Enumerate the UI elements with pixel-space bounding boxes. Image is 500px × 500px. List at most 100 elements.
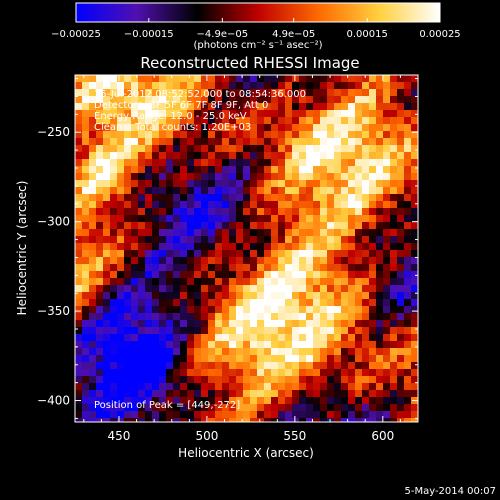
heatmap-cell <box>341 341 349 349</box>
heatmap-cell <box>131 82 139 90</box>
heatmap-cell <box>341 390 349 398</box>
heatmap-cell <box>187 390 195 398</box>
heatmap-cell <box>145 264 153 272</box>
heatmap-cell <box>131 383 139 391</box>
heatmap-cell <box>355 138 363 146</box>
heatmap-cell <box>82 194 90 202</box>
heatmap-cell <box>75 208 83 216</box>
heatmap-cell <box>376 376 384 384</box>
heatmap-cell <box>159 404 167 412</box>
heatmap-cell <box>348 264 356 272</box>
heatmap-cell <box>117 327 125 335</box>
heatmap-cell <box>131 376 139 384</box>
colorbar-tick-label: −4.9e−05 <box>197 29 249 40</box>
heatmap-cell <box>187 376 195 384</box>
heatmap-cell <box>222 411 230 419</box>
heatmap-cell <box>250 173 258 181</box>
heatmap-cell <box>299 152 307 160</box>
heatmap-cell <box>383 271 391 279</box>
heatmap-cell <box>390 313 398 321</box>
heatmap-cell <box>397 362 405 370</box>
heatmap-cell <box>264 306 272 314</box>
heatmap-cell <box>194 250 202 258</box>
heatmap-cell <box>82 341 90 349</box>
heatmap-cell <box>285 404 293 412</box>
heatmap-cell <box>313 222 321 230</box>
heatmap-cell <box>327 166 335 174</box>
heatmap-cell <box>194 138 202 146</box>
heatmap-cell <box>103 138 111 146</box>
heatmap-cell <box>355 82 363 90</box>
heatmap-cell <box>292 166 300 174</box>
heatmap-cell <box>285 173 293 181</box>
heatmap-cell <box>411 96 418 104</box>
heatmap-cell <box>264 103 272 111</box>
heatmap-cell <box>362 292 370 300</box>
heatmap-cell <box>257 334 265 342</box>
heatmap-cell <box>264 187 272 195</box>
heatmap-cell <box>194 229 202 237</box>
heatmap-cell <box>180 159 188 167</box>
heatmap-cell <box>341 404 349 412</box>
heatmap-cell <box>159 96 167 104</box>
heatmap-cell <box>159 194 167 202</box>
heatmap-cell <box>411 243 418 251</box>
heatmap-cell <box>376 257 384 265</box>
heatmap-cell <box>271 243 279 251</box>
heatmap-cell <box>334 397 342 405</box>
heatmap-cell <box>201 411 209 419</box>
heatmap-cell <box>103 215 111 223</box>
heatmap-cell <box>89 411 97 419</box>
heatmap-cell <box>397 173 405 181</box>
heatmap-cell <box>229 376 237 384</box>
heatmap-cell <box>390 103 398 111</box>
heatmap-cell <box>257 124 265 132</box>
heatmap-cell <box>306 124 314 132</box>
heatmap-cell <box>117 215 125 223</box>
heatmap-cell <box>250 376 258 384</box>
heatmap-cell <box>369 194 377 202</box>
heatmap-cell <box>292 194 300 202</box>
heatmap-cell <box>327 236 335 244</box>
heatmap-cell <box>264 208 272 216</box>
heatmap-cell <box>250 152 258 160</box>
heatmap-cell <box>285 278 293 286</box>
heatmap-cell <box>243 187 251 195</box>
heatmap-cell <box>229 173 237 181</box>
heatmap-cell <box>159 229 167 237</box>
heatmap-cell <box>362 89 370 97</box>
heatmap-cell <box>117 180 125 188</box>
heatmap-cell <box>166 285 174 293</box>
heatmap-cell <box>166 166 174 174</box>
heatmap-cell <box>383 355 391 363</box>
heatmap-cell <box>138 292 146 300</box>
heatmap-cell <box>187 159 195 167</box>
heatmap-cell <box>236 180 244 188</box>
heatmap-cell <box>124 397 132 405</box>
heatmap-cell <box>264 96 272 104</box>
heatmap-cell <box>341 369 349 377</box>
heatmap-cell <box>236 152 244 160</box>
heatmap-cell <box>82 313 90 321</box>
heatmap-cell <box>131 257 139 265</box>
heatmap-cell <box>390 145 398 153</box>
heatmap-cell <box>145 299 153 307</box>
heatmap-cell <box>89 250 97 258</box>
heatmap-cell <box>117 194 125 202</box>
heatmap-cell <box>201 138 209 146</box>
heatmap-cell <box>334 103 342 111</box>
heatmap-cell <box>306 208 314 216</box>
heatmap-cell <box>82 257 90 265</box>
heatmap-cell <box>299 229 307 237</box>
heatmap-cell <box>306 397 314 405</box>
heatmap-cell <box>257 159 265 167</box>
heatmap-cell <box>103 103 111 111</box>
heatmap-cell <box>383 292 391 300</box>
heatmap-cell <box>229 257 237 265</box>
heatmap-cell <box>117 110 125 118</box>
heatmap-cell <box>348 383 356 391</box>
heatmap-cell <box>327 292 335 300</box>
heatmap-cell <box>173 369 181 377</box>
heatmap-cell <box>313 313 321 321</box>
heatmap-cell <box>103 201 111 209</box>
